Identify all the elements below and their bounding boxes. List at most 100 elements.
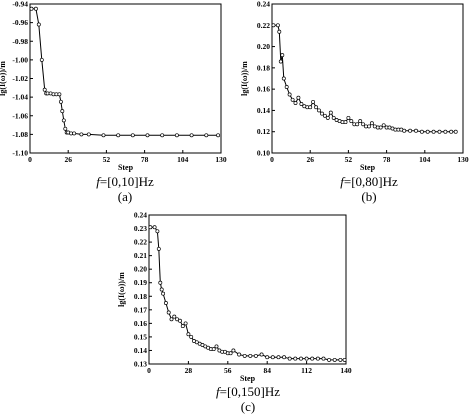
data-point — [355, 122, 360, 127]
data-point — [228, 351, 233, 356]
data-point — [231, 348, 236, 353]
y-tick-label: 0.18 — [257, 63, 270, 72]
data-point — [172, 314, 177, 319]
y-tick-label: 0.21 — [134, 251, 147, 260]
data-point — [253, 353, 258, 358]
y-tick-label: 0.12 — [257, 127, 270, 136]
data-point — [299, 356, 303, 361]
data-point — [63, 126, 68, 131]
frequency-range: =[0,150]Hz — [220, 384, 281, 399]
data-point — [161, 291, 166, 296]
y-tick-label: -1.08 — [12, 130, 28, 139]
data-point — [310, 356, 315, 361]
data-point — [278, 59, 283, 64]
data-point — [130, 133, 135, 138]
data-point — [214, 344, 219, 349]
panel-label: (c) — [241, 399, 255, 414]
data-point — [290, 97, 295, 102]
frequency-caption: f=[0,10]Hz — [96, 174, 154, 189]
y-tick-label: 0.10 — [257, 149, 270, 158]
data-point — [349, 119, 354, 124]
data-point — [116, 133, 121, 138]
data-point — [328, 110, 333, 115]
data-point — [284, 85, 289, 89]
data-point — [166, 310, 171, 315]
data-point — [296, 95, 301, 100]
data-point — [178, 318, 182, 323]
data-point — [57, 92, 62, 97]
frequency-symbol: f — [96, 174, 102, 189]
x-tick-label: 56 — [224, 366, 232, 375]
frequency-symbol: f — [340, 174, 346, 189]
y-tick-label: 0.20 — [257, 42, 270, 51]
y-tick-label: 0.24 — [134, 211, 147, 220]
data-point — [155, 229, 160, 234]
series-line — [31, 8, 219, 136]
data-point — [183, 321, 188, 326]
x-tick-label: 78 — [383, 155, 391, 164]
plot-frame — [29, 3, 222, 154]
frequency-symbol: f — [216, 384, 222, 399]
data-point — [332, 357, 337, 362]
y-tick-label: 0.22 — [257, 21, 270, 30]
y-tick-label: 0.13 — [134, 360, 147, 369]
frequency-caption: f=[0,150]Hz — [216, 384, 280, 399]
x-tick-label: 84 — [263, 366, 271, 375]
data-point — [180, 324, 185, 329]
y-tick-label: 0.23 — [134, 224, 147, 233]
data-point — [280, 53, 285, 58]
data-point — [270, 355, 275, 360]
data-point — [431, 129, 436, 134]
y-tick-label: 0.15 — [134, 332, 147, 341]
data-point — [159, 287, 164, 292]
y-tick-label: 0.14 — [257, 106, 270, 115]
data-point — [61, 118, 66, 123]
y-tick-label: -1.06 — [12, 111, 28, 120]
frequency-range: =[0,80]Hz — [344, 174, 398, 189]
data-point — [259, 352, 264, 357]
plot-frame — [148, 214, 347, 365]
x-tick-label: 104 — [419, 155, 431, 164]
data-point — [163, 301, 168, 305]
data-point — [308, 105, 313, 110]
frequency-range: =[0,10]Hz — [100, 174, 154, 189]
data-point — [378, 125, 383, 130]
data-point — [186, 332, 191, 337]
data-point — [322, 113, 327, 118]
y-tick-label: 0.24 — [257, 0, 270, 9]
y-tick-label: 0.16 — [134, 319, 147, 328]
y-tick-label: 0.20 — [134, 265, 147, 274]
data-point — [237, 352, 242, 357]
data-point — [315, 356, 320, 361]
y-tick-label: 0.19 — [134, 278, 147, 287]
data-point — [304, 356, 309, 361]
y-tick-label: -0.94 — [12, 0, 28, 9]
data-point — [367, 124, 371, 129]
data-point — [414, 128, 418, 133]
chart-panel-3: 0 28 56 84 112 140 0.13 0.14 0.15 0.16 0.17 0.18 0.1… — [117, 211, 352, 415]
data-point — [369, 121, 374, 126]
data-point — [204, 133, 209, 138]
data-point — [331, 115, 336, 120]
data-point — [248, 353, 253, 358]
data-point — [242, 353, 247, 358]
data-point — [101, 133, 106, 138]
data-point — [338, 357, 343, 362]
data-point — [311, 99, 316, 104]
x-tick-label: 26 — [306, 155, 314, 164]
x-tick-label: 78 — [141, 155, 149, 164]
data-point — [275, 23, 280, 28]
data-point — [320, 111, 324, 116]
y-axis-label: lg(I(ω))/m — [0, 61, 7, 96]
data-point — [86, 132, 91, 137]
data-point — [79, 132, 84, 137]
data-point — [276, 355, 281, 360]
data-point — [211, 347, 216, 352]
data-point — [327, 357, 332, 362]
data-point — [453, 129, 458, 134]
frequency-caption: f=[0,80]Hz — [340, 174, 398, 189]
data-point — [271, 23, 276, 28]
x-tick-label: 130 — [215, 155, 227, 164]
x-axis-label: Step — [240, 374, 256, 383]
